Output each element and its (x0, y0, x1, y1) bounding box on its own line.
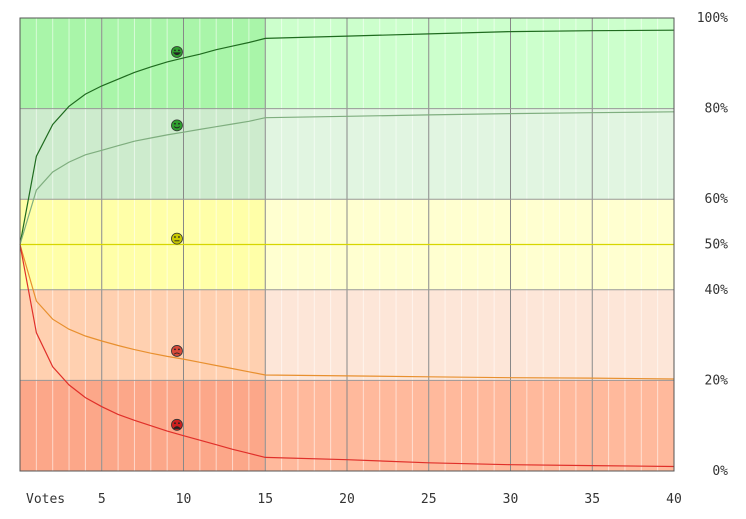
y-tick-label: 0% (712, 464, 728, 479)
series-lines (19, 29, 675, 468)
very-happy-face-icon (171, 46, 183, 58)
y-tick-label: 50% (705, 238, 729, 253)
very-sad-face-icon (171, 418, 183, 431)
x-tick-label: 30 (503, 492, 519, 507)
y-tick-label: 80% (705, 102, 729, 117)
face-eye (178, 422, 180, 425)
face-eye (178, 49, 180, 52)
band-4 (265, 380, 674, 471)
band-0 (265, 18, 674, 109)
series-line-4 (19, 244, 675, 468)
y-tick-label: 20% (705, 373, 729, 388)
face-shape (171, 345, 183, 357)
x-tick-label: 10 (176, 492, 192, 507)
face-mouth (173, 126, 181, 129)
band-3-highlight (20, 289, 266, 381)
x-tick-label: 35 (584, 492, 600, 507)
band-0-highlight (20, 18, 266, 109)
neutral-face-icon (171, 232, 183, 245)
face-mouth (172, 52, 181, 56)
face-eye (178, 236, 180, 238)
x-axis-label: Votes (26, 492, 65, 507)
face-shape (171, 46, 183, 58)
series-line-0 (19, 29, 675, 245)
face-eye (178, 122, 180, 125)
band-4-highlight (20, 380, 266, 471)
face-eye (178, 348, 180, 351)
plot-frame (19, 17, 675, 472)
face-eye (174, 236, 176, 238)
mood-icons (171, 46, 183, 431)
band-3 (265, 289, 674, 381)
face-eye (174, 122, 176, 125)
series-line-3 (19, 244, 675, 380)
face-mouth (173, 352, 181, 355)
happy-face-icon (171, 119, 183, 132)
y-tick-label: 60% (705, 192, 729, 207)
face-eye (174, 422, 176, 425)
y-tick-label: 100% (697, 11, 728, 26)
y-axis-tick-labels: 100% 80% 60% 50% 40% 20% 0% (697, 11, 728, 479)
series-line-1 (19, 111, 675, 245)
face-eye (174, 348, 176, 351)
face-shape (171, 119, 183, 132)
band-1-highlight (20, 108, 266, 200)
x-tick-label: 20 (339, 492, 355, 507)
x-tick-label: 5 (98, 492, 106, 507)
x-tick-label: 40 (666, 492, 682, 507)
face-eye (174, 49, 176, 52)
sad-face-icon (171, 345, 183, 357)
x-tick-label: 25 (421, 492, 437, 507)
x-axis-tick-labels: 5 10 15 20 25 30 35 40 (98, 492, 682, 507)
y-tick-label: 40% (705, 283, 729, 298)
band-1 (265, 108, 674, 200)
face-shape (171, 232, 183, 245)
x-tick-label: 15 (257, 492, 273, 507)
face-mouth (172, 426, 181, 429)
